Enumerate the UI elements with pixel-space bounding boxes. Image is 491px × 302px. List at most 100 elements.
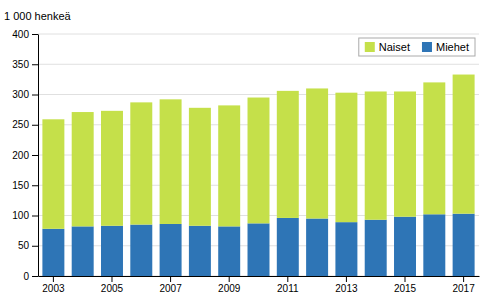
x-tick-mark xyxy=(405,276,406,282)
x-tick-label: 2005 xyxy=(101,283,124,294)
x-tick-label: 2007 xyxy=(159,283,182,294)
x-tick-label: 2011 xyxy=(277,283,299,294)
y-tick-mark xyxy=(32,95,38,96)
bar xyxy=(160,99,182,224)
bar xyxy=(394,217,416,276)
bar xyxy=(42,119,64,229)
x-tick-label: 2015 xyxy=(394,283,417,294)
x-tick: 2005 xyxy=(101,276,124,294)
chart: 2003 2005 2007 2009 2011 2013 2015 2017 0 50 100 15… xyxy=(0,0,491,302)
bar xyxy=(394,91,416,216)
y-tick-label: 100 xyxy=(12,210,29,221)
bar xyxy=(365,91,387,219)
bar xyxy=(101,111,123,226)
bar xyxy=(130,225,152,276)
x-tick-label: 2009 xyxy=(218,283,241,294)
bar xyxy=(72,226,94,276)
bar xyxy=(277,91,299,218)
y-tick: 50 xyxy=(18,240,38,251)
y-tick: 100 xyxy=(12,210,38,221)
bar xyxy=(335,222,357,276)
y-tick-label: 0 xyxy=(23,271,29,282)
legend-box xyxy=(359,38,475,56)
bar xyxy=(160,224,182,276)
bar xyxy=(101,226,123,276)
bar xyxy=(248,223,270,276)
legend-swatch xyxy=(422,42,432,52)
bar xyxy=(218,105,240,226)
x-tick: 2013 xyxy=(335,276,358,294)
bar xyxy=(189,226,211,276)
y-label: 1 000 henkeä xyxy=(4,10,72,22)
x-tick: 2011 xyxy=(277,276,299,294)
x-tick-label: 2013 xyxy=(335,283,358,294)
bar xyxy=(365,220,387,276)
y-axis: 0 50 100 150 200 250 300 350 400 xyxy=(12,29,38,282)
y-tick-mark xyxy=(32,276,38,277)
y-tick: 300 xyxy=(12,89,38,100)
y-tick-label: 150 xyxy=(12,180,29,191)
x-axis: 2003 2005 2007 2009 2011 2013 2015 2017 xyxy=(39,276,480,294)
y-axis-line xyxy=(38,35,39,277)
x-tick: 2017 xyxy=(452,276,475,294)
x-tick: 2007 xyxy=(159,276,182,294)
legend-item: Naiset xyxy=(365,41,410,53)
y-tick-mark xyxy=(32,216,38,217)
x-tick-mark xyxy=(463,276,464,282)
x-tick: 2015 xyxy=(394,276,417,294)
bar xyxy=(130,102,152,224)
y-tick-label: 350 xyxy=(12,59,29,70)
series xyxy=(42,75,474,229)
legend-label: Naiset xyxy=(379,41,410,53)
x-tick-mark xyxy=(53,276,54,282)
y-tick: 400 xyxy=(12,29,38,40)
grid xyxy=(38,34,479,276)
x-tick-label: 2017 xyxy=(452,283,475,294)
legend: Naiset Miehet xyxy=(359,38,475,56)
y-tick: 250 xyxy=(12,119,38,130)
bar xyxy=(423,82,445,214)
bar xyxy=(453,75,475,214)
y-tick: 150 xyxy=(12,180,38,191)
y-tick: 350 xyxy=(12,59,38,70)
bar xyxy=(248,98,270,224)
y-tick: 200 xyxy=(12,150,38,161)
x-tick-mark xyxy=(346,276,347,282)
x-tick-mark xyxy=(287,276,288,282)
y-tick-label: 50 xyxy=(18,240,30,251)
x-tick-mark xyxy=(170,276,171,282)
legend-label: Miehet xyxy=(436,41,469,53)
y-tick-mark xyxy=(32,155,38,156)
x-tick: 2009 xyxy=(218,276,241,294)
x-tick: 2003 xyxy=(42,276,65,294)
x-tick-mark xyxy=(111,276,112,282)
y-tick-label: 250 xyxy=(12,119,29,130)
bar xyxy=(218,226,240,276)
x-tick-label: 2003 xyxy=(42,283,65,294)
bar xyxy=(72,112,94,226)
bar xyxy=(306,88,328,218)
y-tick-mark xyxy=(32,125,38,126)
y-tick-mark xyxy=(32,185,38,186)
bar xyxy=(277,218,299,276)
legend-item: Miehet xyxy=(422,41,469,53)
plot: 2003 2005 2007 2009 2011 2013 2015 2017 0 50 100 15… xyxy=(12,29,479,294)
y-tick-label: 400 xyxy=(12,29,29,40)
grid-line xyxy=(38,34,479,35)
y-tick-mark xyxy=(32,34,38,35)
y-tick-label: 300 xyxy=(12,89,29,100)
bar xyxy=(306,219,328,276)
y-tick: 0 xyxy=(23,271,38,282)
x-axis-line xyxy=(39,276,480,277)
bar xyxy=(423,214,445,276)
bar xyxy=(453,214,475,276)
bars xyxy=(42,75,474,276)
y-tick-mark xyxy=(32,64,38,65)
grid-line xyxy=(38,64,479,65)
y-tick-mark xyxy=(32,246,38,247)
legend-swatch xyxy=(365,42,375,52)
y-tick-label: 200 xyxy=(12,150,29,161)
bar xyxy=(189,108,211,226)
x-tick-mark xyxy=(229,276,230,282)
bar xyxy=(335,93,357,222)
